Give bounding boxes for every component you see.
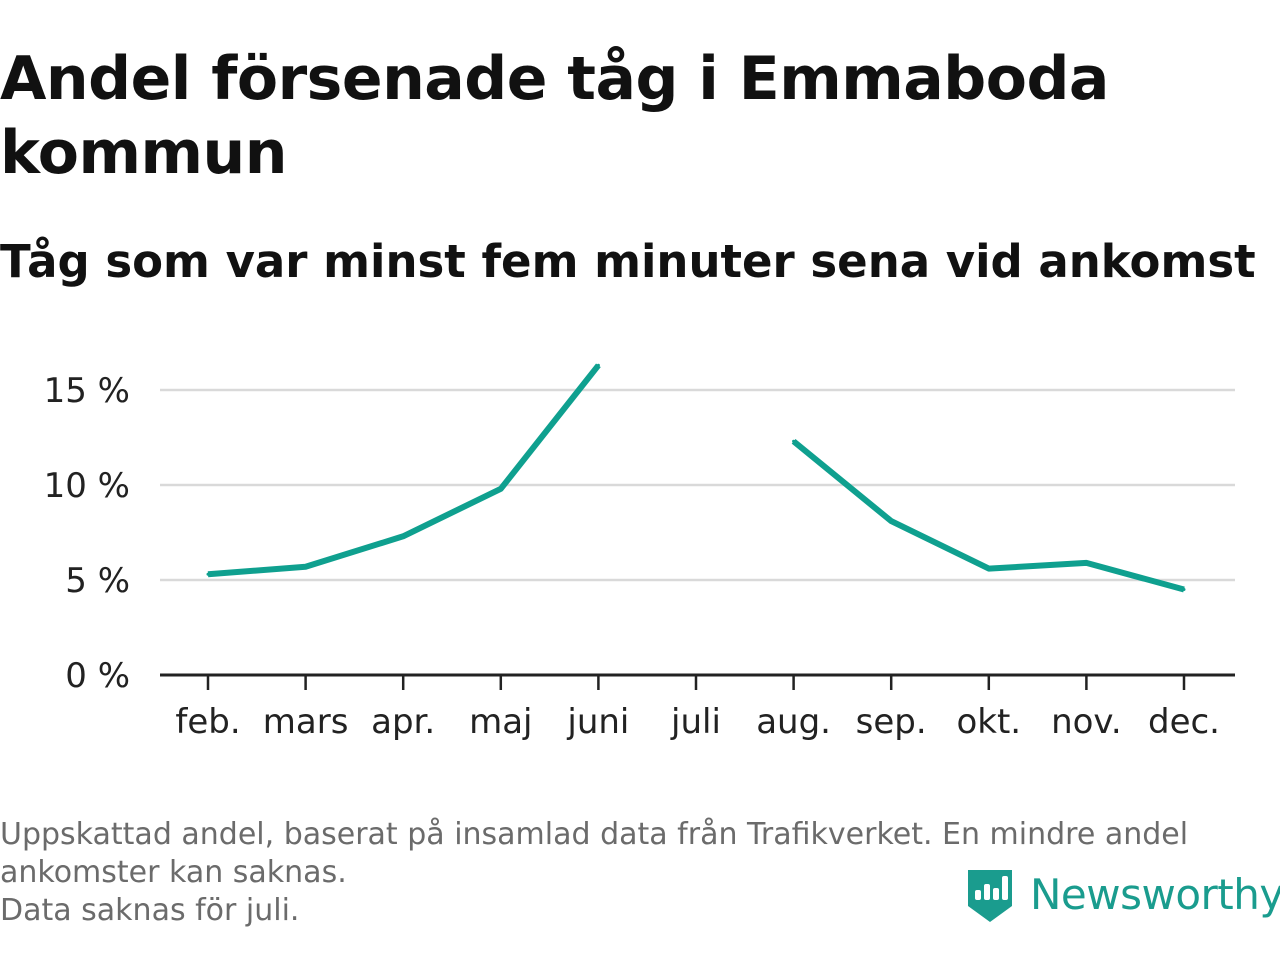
footnote-line: ankomster kan saknas. <box>0 855 347 890</box>
x-tick-label: okt. <box>956 702 1021 742</box>
y-tick-label: 15 % <box>44 371 130 411</box>
footnote: Uppskattad andel, baserat på insamlad da… <box>0 816 1270 930</box>
data-point <box>792 439 796 443</box>
footnote-line: Data saknas för juli. <box>0 893 300 928</box>
data-point <box>499 487 503 491</box>
y-tick-label: 10 % <box>44 466 130 506</box>
chart-title: Andel försenade tåg i Emmaboda kommun <box>0 44 1109 188</box>
x-axis: feb. mars apr. maj juni juli aug. sep. okt. nov. d… <box>160 673 1235 742</box>
gridlines <box>160 388 1235 582</box>
series-line-segment <box>207 363 601 578</box>
chart-subtitle: Tåg som var minst fem minuter sena vid a… <box>0 235 1256 288</box>
x-tick-label: nov. <box>1051 702 1122 742</box>
x-tick-label: juli <box>670 702 721 742</box>
data-point <box>1084 561 1088 565</box>
newsworthy-logo-icon <box>968 870 1012 922</box>
series-line <box>206 363 1186 593</box>
x-tick-label: feb. <box>175 702 240 742</box>
footnote-line: Uppskattad andel, baserat på insamlad da… <box>0 817 1189 852</box>
data-point <box>596 363 600 367</box>
data-point <box>401 534 405 538</box>
data-point <box>987 567 991 571</box>
y-tick-label: 0 % <box>65 656 130 696</box>
data-point <box>206 572 210 576</box>
x-tick-label: sep. <box>856 702 927 742</box>
brand-name: Newsworthy <box>1030 869 1280 919</box>
y-axis-ticks: 0 % 5 % 10 % 15 % <box>44 371 130 696</box>
data-point <box>304 565 308 569</box>
x-tick-label: apr. <box>371 702 435 742</box>
brand-logo: Newsworthy <box>964 862 1280 926</box>
x-tick-label: juni <box>566 702 629 742</box>
data-point <box>889 519 893 523</box>
x-tick-label: aug. <box>756 702 831 742</box>
data-point <box>1182 588 1186 591</box>
line-chart: 0 % 5 % 10 % 15 % feb. mars apr. maj juni juli au… <box>44 363 1235 742</box>
x-tick-label: dec. <box>1148 702 1220 742</box>
x-tick-label: mars <box>263 702 349 742</box>
y-tick-label: 5 % <box>65 561 130 601</box>
x-tick-label: maj <box>469 702 532 742</box>
